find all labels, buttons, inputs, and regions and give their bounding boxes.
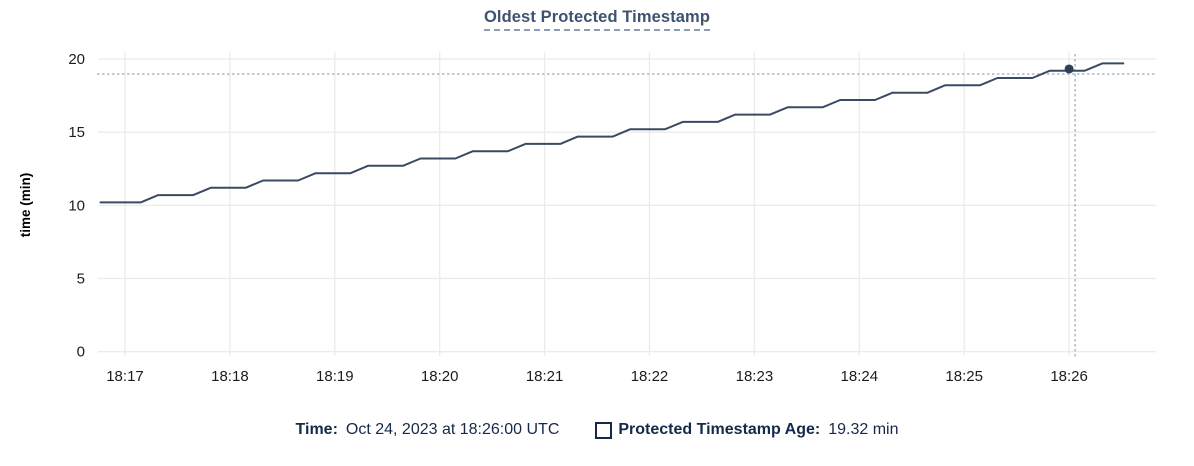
y-tick-label: 5 [77,271,85,288]
x-tick-label: 18:21 [526,368,564,385]
y-tick-label: 0 [77,344,85,361]
y-tick-label: 10 [68,197,85,214]
y-tick-label: 20 [68,51,85,68]
x-tick-label: 18:24 [841,368,879,385]
y-axis-label: time (min) [18,173,33,238]
legend-series-group: Protected Timestamp Age: 19.32 min [595,421,898,439]
x-tick-label: 18:19 [316,368,354,385]
chart-legend: Time: Oct 24, 2023 at 18:26:00 UTC Prote… [0,421,1194,439]
x-tick-label: 18:20 [421,368,459,385]
hollow-square-swatch-icon[interactable] [595,421,613,439]
x-tick-label: 18:22 [631,368,669,385]
x-tick-label: 18:26 [1050,368,1088,385]
hover-marker-dot [1064,64,1074,74]
x-tick-label: 18:23 [736,368,774,385]
y-tick-label: 15 [68,124,85,141]
legend-time-value: Oct 24, 2023 at 18:26:00 UTC [345,421,560,438]
chart-header: Oldest Protected Timestamp [0,8,1194,31]
chart-title[interactable]: Oldest Protected Timestamp [483,8,711,31]
legend-time-label: Time: [295,421,338,438]
legend-series-label: Protected Timestamp Age: [618,421,821,438]
x-tick-label: 18:25 [945,368,983,385]
legend-series-value: 19.32 min [828,421,899,438]
x-tick-label: 18:18 [211,368,249,385]
legend-time-group: Time: Oct 24, 2023 at 18:26:00 UTC [296,421,560,439]
x-tick-label: 18:17 [106,368,144,385]
chart-canvas[interactable]: 0 5 10 15 20 18:17 18:18 18:19 18:20 18:21 18:22 18… [0,0,1194,410]
series-line [99,62,1125,204]
